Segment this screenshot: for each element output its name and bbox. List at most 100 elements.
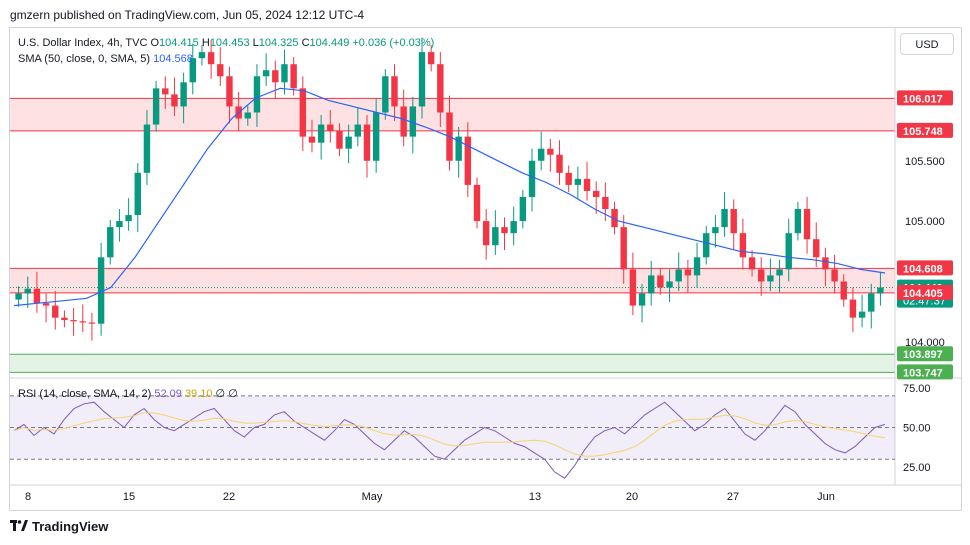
candle — [868, 294, 874, 312]
candle — [364, 125, 370, 161]
candle — [520, 197, 526, 221]
price-label: 103.747 — [903, 367, 943, 379]
candle — [529, 161, 535, 197]
candle — [327, 125, 333, 131]
candle — [272, 70, 278, 82]
candle — [648, 275, 654, 293]
price-label: 104.405 — [903, 288, 943, 300]
candle — [556, 155, 562, 173]
price-tick: 105.000 — [905, 216, 945, 228]
candle — [593, 191, 599, 197]
candle — [80, 321, 86, 322]
candle — [263, 70, 269, 76]
rsi-label: RSI (14, close, SMA, 14, 2) — [18, 388, 151, 400]
candle — [721, 209, 727, 227]
candle — [428, 52, 434, 64]
candle — [419, 52, 425, 106]
candle — [602, 197, 608, 209]
candle — [584, 179, 590, 191]
candle — [43, 303, 49, 305]
candle — [676, 269, 682, 281]
candle — [850, 300, 856, 318]
footer-brand[interactable]: TradingView — [10, 519, 108, 534]
candle — [575, 179, 581, 185]
time-tick: May — [362, 491, 383, 503]
candle — [61, 318, 67, 320]
price-label: 104.608 — [903, 263, 943, 275]
time-tick: 13 — [529, 491, 541, 503]
price-label: 105.748 — [903, 126, 943, 138]
candle — [180, 82, 186, 106]
high-value: 104.453 — [210, 37, 250, 49]
candle — [309, 137, 315, 143]
candle — [813, 239, 819, 257]
candle — [685, 269, 691, 275]
close-label: C — [302, 37, 310, 49]
candle — [125, 215, 131, 221]
candle — [510, 221, 516, 233]
candle — [245, 112, 251, 118]
candle — [822, 257, 828, 269]
candle — [336, 131, 342, 149]
zone-green — [10, 354, 895, 372]
candle — [144, 125, 150, 173]
time-tick: 22 — [223, 491, 235, 503]
candle — [281, 64, 287, 82]
rsi-tick: 75.00 — [903, 383, 931, 395]
candle — [758, 269, 764, 281]
candle — [400, 106, 406, 136]
candle — [841, 281, 847, 299]
candle — [859, 312, 865, 318]
candle — [437, 64, 443, 112]
candle — [34, 289, 40, 303]
low-value: 104.325 — [259, 37, 299, 49]
candle — [547, 149, 553, 155]
sma-label: SMA (50, close, 0, SMA, 5) — [18, 53, 150, 65]
candle — [639, 294, 645, 306]
candle — [153, 88, 159, 124]
rsi-legend: RSI (14, close, SMA, 14, 2) 52.09 39.10 … — [18, 387, 238, 400]
open-value: 104.415 — [159, 37, 199, 49]
rsi-tick: 50.00 — [903, 423, 931, 435]
candle — [804, 209, 810, 239]
candle — [15, 294, 21, 300]
candle — [199, 52, 205, 58]
candle — [795, 209, 801, 233]
currency-button[interactable]: USD — [900, 33, 954, 55]
candle — [657, 275, 663, 287]
candle — [318, 125, 324, 143]
sma-legend: SMA (50, close, 0, SMA, 5) 104.568 — [18, 53, 193, 65]
time-tick: 27 — [727, 491, 739, 503]
candle — [877, 287, 883, 293]
rsi-extra-1: ∅ — [216, 388, 226, 400]
candle — [694, 257, 700, 275]
candle — [135, 173, 141, 215]
candle — [52, 306, 58, 318]
candle — [712, 227, 718, 233]
candle — [373, 112, 379, 160]
price-label: 103.897 — [903, 349, 943, 361]
candle — [208, 52, 214, 64]
candle — [749, 257, 755, 269]
candle — [483, 221, 489, 245]
price-chart[interactable]: 106.500105.500105.000104.000106.017105.7… — [0, 0, 970, 545]
time-tick: 8 — [25, 491, 31, 503]
candle — [217, 64, 223, 76]
candle — [666, 281, 672, 287]
candle — [620, 227, 626, 269]
candle — [767, 275, 773, 281]
candle — [776, 269, 782, 275]
footer-brand-text: TradingView — [32, 519, 108, 534]
candle — [25, 289, 31, 294]
candle — [786, 233, 792, 269]
candle — [171, 94, 177, 106]
candle — [703, 233, 709, 257]
time-tick: 15 — [123, 491, 135, 503]
rsi-sma-value: 39.10 — [185, 388, 213, 400]
candle — [538, 149, 544, 161]
candle — [501, 227, 507, 233]
time-tick: 20 — [626, 491, 638, 503]
candle — [565, 173, 571, 185]
symbol-name: U.S. Dollar Index, 4h, TVC — [18, 37, 147, 49]
time-tick: Jun — [817, 491, 835, 503]
